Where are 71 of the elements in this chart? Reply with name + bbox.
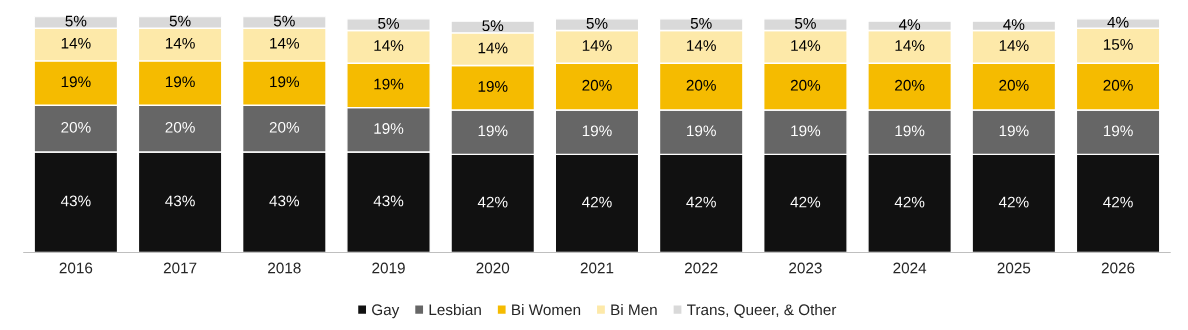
- x-tick-label: 2019: [372, 262, 405, 274]
- x-tick-label: 2017: [163, 262, 197, 274]
- data-label: 42%: [894, 196, 925, 208]
- data-label: 4%: [898, 19, 921, 30]
- x-tick-label: 2018: [268, 262, 301, 274]
- data-label: 42%: [790, 196, 821, 208]
- data-label: 4%: [1003, 19, 1025, 30]
- data-label: 42%: [477, 196, 508, 208]
- data-label: 14%: [999, 40, 1029, 51]
- data-label: 20%: [61, 121, 91, 133]
- legend-label: Gay: [372, 304, 400, 319]
- data-label: 5%: [482, 20, 504, 32]
- data-label: 14%: [270, 37, 300, 49]
- data-label: 43%: [60, 195, 91, 207]
- x-tick-label: 2022: [684, 262, 718, 274]
- data-label: 5%: [65, 15, 87, 27]
- data-label: 42%: [1103, 196, 1133, 208]
- data-label: 14%: [478, 42, 508, 54]
- legend-label: Bi Women: [512, 303, 581, 316]
- x-tick-label: 2023: [789, 262, 822, 274]
- data-label: 4%: [1107, 16, 1129, 28]
- data-label: 19%: [999, 125, 1029, 137]
- data-label: 5%: [378, 18, 400, 29]
- data-label: 42%: [998, 196, 1029, 208]
- data-label: 20%: [895, 79, 925, 91]
- data-label: 5%: [794, 18, 816, 29]
- data-label: 42%: [686, 196, 716, 208]
- legend-label: Lesbian: [429, 303, 481, 316]
- data-label: 19%: [61, 76, 91, 88]
- x-tick-label: 2025: [997, 262, 1031, 274]
- x-tick-label: 2016: [59, 262, 93, 274]
- data-label: 5%: [690, 18, 712, 29]
- x-tick-label: 2021: [580, 262, 614, 274]
- data-label: 43%: [165, 195, 195, 207]
- data-label: 20%: [999, 79, 1029, 91]
- data-label: 14%: [582, 40, 612, 51]
- data-label: 14%: [61, 37, 91, 49]
- data-label: 19%: [895, 125, 925, 137]
- data-label: 20%: [686, 79, 716, 91]
- data-label: 20%: [269, 121, 300, 133]
- data-label: 5%: [273, 15, 295, 27]
- legend-label: Trans, Queer, & Other: [687, 303, 837, 318]
- data-label: 14%: [374, 40, 404, 51]
- data-label: 43%: [269, 195, 300, 207]
- data-label: 19%: [582, 125, 612, 137]
- data-label: 5%: [169, 15, 191, 27]
- data-label: 20%: [790, 79, 821, 91]
- x-tick-label: 2026: [1101, 262, 1135, 274]
- data-label: 14%: [687, 40, 716, 51]
- data-label: 15%: [1103, 39, 1133, 50]
- data-label: 14%: [165, 37, 195, 49]
- data-label: 19%: [374, 123, 404, 134]
- data-label: 5%: [586, 18, 608, 29]
- data-label: 42%: [582, 196, 612, 208]
- data-label: 20%: [1103, 79, 1133, 91]
- data-label: 14%: [895, 40, 925, 51]
- data-label: 20%: [165, 121, 195, 133]
- legend-label: Bi Men: [611, 303, 657, 316]
- data-label: 19%: [165, 76, 195, 88]
- data-label: 19%: [478, 81, 508, 92]
- data-label: 19%: [791, 125, 821, 137]
- data-label: 19%: [478, 125, 508, 137]
- data-label: 43%: [373, 195, 404, 207]
- data-label: 19%: [687, 125, 716, 137]
- data-label: 20%: [582, 79, 612, 91]
- data-label: 19%: [270, 76, 300, 88]
- data-label: 14%: [791, 40, 821, 51]
- x-tick-label: 2020: [476, 262, 510, 274]
- x-tick-label: 2024: [893, 262, 927, 274]
- data-label: 19%: [1103, 125, 1133, 137]
- data-label: 19%: [374, 78, 404, 90]
